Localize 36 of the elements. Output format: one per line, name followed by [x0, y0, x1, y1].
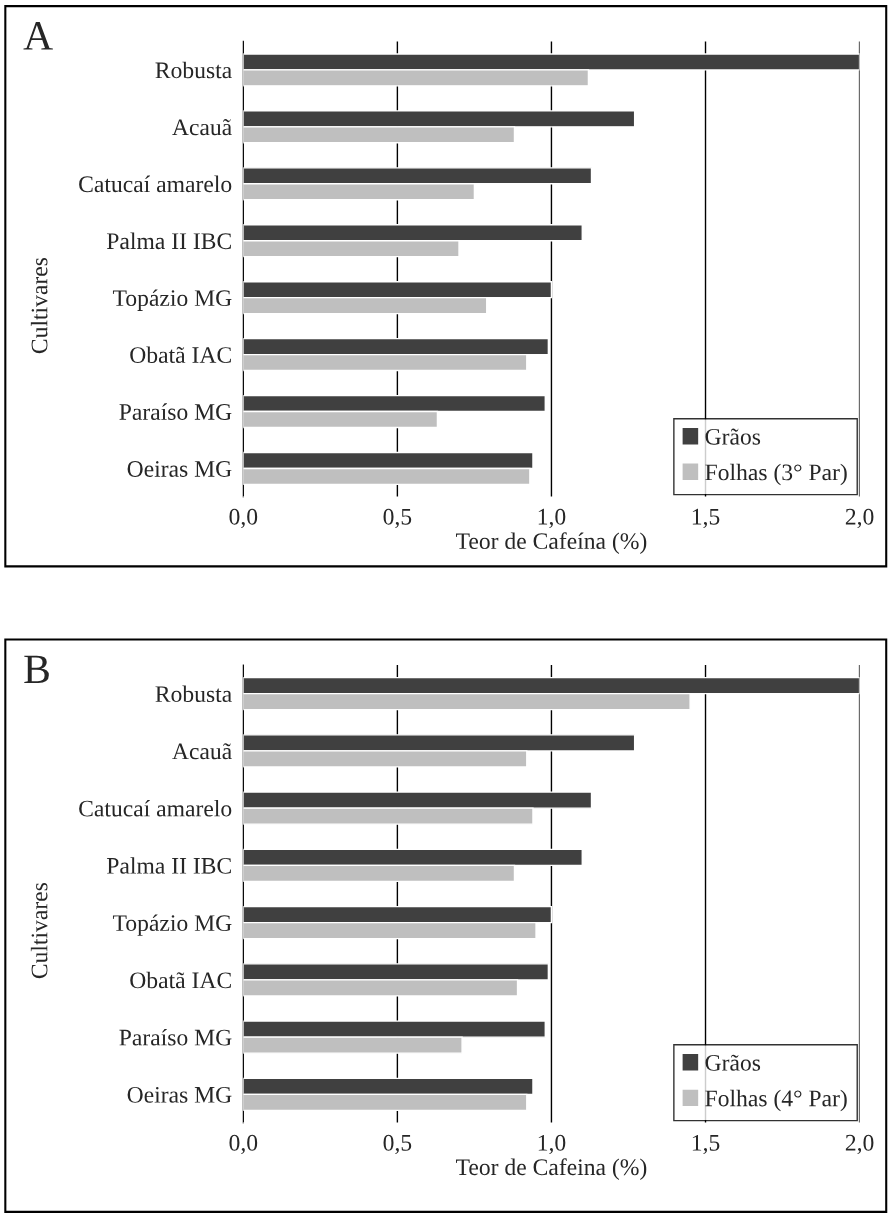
y-tick-label: Paraíso MG: [119, 1028, 232, 1046]
x-tick-label: 2,0: [845, 1134, 874, 1155]
legend-label: Grãos: [705, 1054, 761, 1071]
y-axis-title: Cultivares: [30, 257, 48, 354]
chart-title: B: [24, 655, 49, 684]
x-tick-label: 1,0: [538, 1134, 566, 1155]
y-tick-label: Oeiras MG: [127, 1086, 232, 1103]
y-axis-title: Cultivares: [30, 882, 48, 979]
y-tick-label: Palma II IBC: [106, 857, 231, 874]
legend-label: Folhas (4° Par): [705, 1089, 847, 1112]
y-tick-label: Robusta: [155, 61, 232, 79]
legend-label: Grãos: [705, 428, 761, 445]
x-tick-label: 0,0: [229, 1134, 258, 1155]
y-tick-label: Oeiras MG: [127, 461, 232, 477]
chart-title: A: [23, 22, 53, 50]
x-tick-label: 1,0: [538, 508, 566, 529]
y-tick-label: Catucaí amarelo: [79, 175, 232, 193]
x-tick-label: 0,5: [383, 1134, 412, 1155]
y-tick-label: Obatã IAC: [130, 346, 231, 364]
x-tick-label: 1,5: [692, 1134, 720, 1155]
x-axis-title: Teor de Cafeina (%): [456, 1158, 647, 1180]
x-tick-label: 0,0: [229, 508, 258, 529]
x-tick-label: 2,0: [845, 508, 874, 529]
y-tick-label: Catucaí amarelo: [79, 799, 232, 817]
y-tick-label: Palma II IBC: [106, 232, 231, 250]
y-tick-label: Robusta: [155, 685, 232, 703]
x-tick-label: 0,5: [383, 508, 412, 529]
legend-label: Folhas (3° Par): [705, 463, 847, 486]
x-tick-label: 1,5: [692, 508, 720, 529]
y-tick-label: Topázio MG: [112, 289, 232, 311]
y-tick-label: Obatã IAC: [130, 971, 231, 989]
x-axis-title: Teor de Cafeína (%): [456, 532, 647, 554]
y-tick-label: Acauã: [172, 743, 232, 760]
y-tick-label: Topázio MG: [112, 914, 232, 936]
y-tick-label: Paraíso MG: [119, 403, 232, 420]
y-tick-label: Acauã: [172, 119, 232, 136]
